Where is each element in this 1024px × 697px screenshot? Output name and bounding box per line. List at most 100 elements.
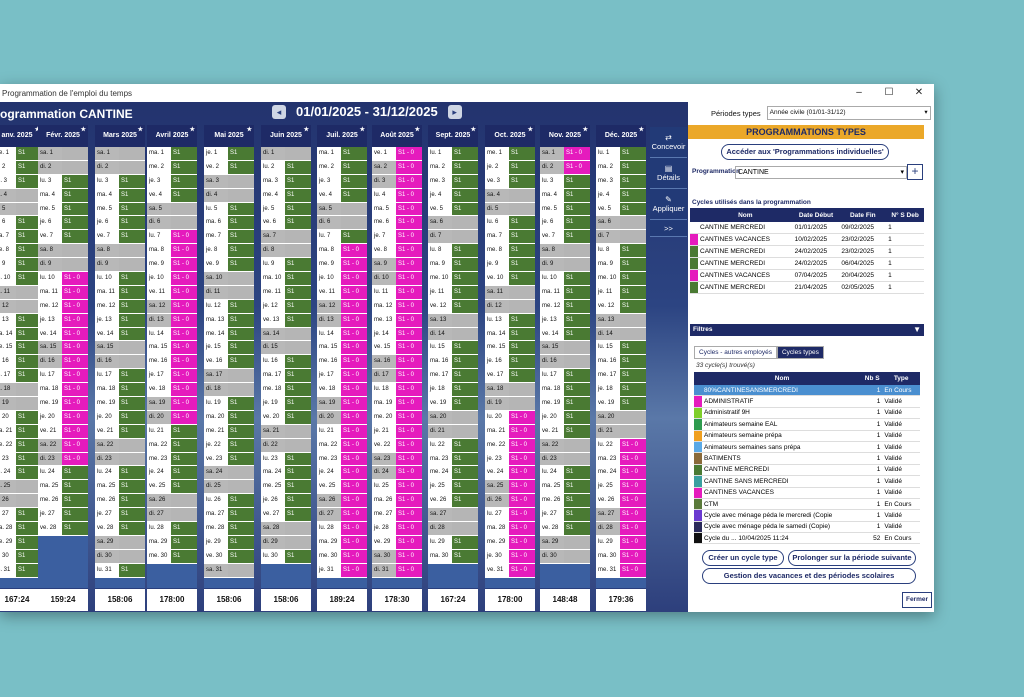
cycle-cell[interactable] [119,258,145,272]
day-row[interactable]: me. 2 S1 [317,160,367,175]
cycle-cell[interactable]: S1 [341,174,367,188]
day-row[interactable]: ma. 19 S1 - 0 [372,397,422,411]
day-row[interactable]: lu. 23 S1 [261,452,311,467]
day-row[interactable]: je. 27 S1 [38,508,88,523]
day-row[interactable]: me. 22 S1 - 0 [485,438,535,453]
cycle-cell[interactable]: S1 [564,327,590,341]
day-row[interactable]: je. 4 S1 [428,188,478,203]
day-row[interactable]: ma. 11 S1 - 0 [38,285,88,300]
day-row[interactable]: lu. 17 S1 [95,369,145,384]
cycle-cell[interactable] [119,160,145,174]
concevoir-button[interactable]: ⇄ Concevoir [650,127,687,158]
cycle-cell[interactable]: S1 [620,244,646,258]
table-row[interactable]: Animateurs semaine EAL 1 Validé [694,418,920,431]
prolonger-button[interactable]: Prolonger sur la période suivante [788,550,916,566]
cycle-cell[interactable]: S1 [452,341,478,355]
cycle-cell[interactable]: S1 [620,258,646,272]
cycle-cell[interactable] [452,216,478,230]
day-row[interactable]: sa. 8 [540,244,590,259]
cycle-cell[interactable] [452,508,478,522]
day-row[interactable]: sa. 27 S1 - 0 [596,508,646,523]
day-row[interactable]: di. 24 S1 - 0 [372,466,422,481]
day-row[interactable]: sa. 29 [95,535,145,550]
month-header[interactable]: Juil. 2025 ★ [317,125,367,147]
cycle-cell[interactable] [509,202,535,216]
day-row[interactable]: sa. 5 [317,202,367,217]
day-row[interactable]: je. 6 S1 [540,216,590,231]
cycle-cell[interactable] [16,383,42,397]
cycle-cell[interactable]: S1 - 0 [62,327,88,341]
day-row[interactable]: ma. 22 S1 [147,438,197,453]
cycle-cell[interactable] [228,174,254,188]
day-row[interactable]: ma. 4 S1 [95,188,145,203]
cycle-cell[interactable] [16,494,42,508]
day-row[interactable]: sa. 27 [428,508,478,523]
day-row[interactable]: je. 13 S1 [540,313,590,328]
cycle-cell[interactable]: S1 [509,313,535,327]
day-row[interactable]: di. 9 [95,258,145,273]
day-row[interactable]: sa. 29 [540,535,590,550]
cycle-cell[interactable]: S1 [285,285,311,299]
cycle-cell[interactable]: S1 [452,147,478,160]
cycle-cell[interactable] [620,230,646,244]
month-header[interactable]: Déc. 2025 ★ [596,125,646,147]
cycle-cell[interactable]: S1 - 0 [620,480,646,494]
cycle-cell[interactable]: S1 [16,327,42,341]
cycle-cell[interactable]: S1 - 0 [62,355,88,369]
table-row[interactable]: Cycle avec ménage péda le samedi (Copie)… [694,521,920,534]
col-fin[interactable]: Date Fin [839,208,887,222]
day-row[interactable]: me. 12 S1 [95,299,145,314]
day-row[interactable]: me. 29 S1 - 0 [485,535,535,550]
cycle-cell[interactable]: S1 - 0 [171,313,197,327]
cycle-cell[interactable] [62,147,88,160]
cycle-cell[interactable]: S1 - 0 [396,202,422,216]
cycle-cell[interactable] [171,202,197,216]
cycle-cell[interactable]: S1 [228,216,254,230]
day-row[interactable]: je. 30 S1 - 0 [485,549,535,564]
day-row[interactable]: ve. 5 S1 [596,202,646,217]
day-row[interactable]: lu. 18 S1 - 0 [372,383,422,398]
cycle-cell[interactable] [228,563,254,577]
cycle-cell[interactable]: S1 - 0 [396,383,422,397]
cycle-cell[interactable]: S1 [16,230,42,244]
cycle-cell[interactable]: S1 [341,230,367,244]
table-row[interactable]: CANTINES VACANCES 10/02/2025 23/02/2025 1 [690,233,924,246]
cycle-cell[interactable]: S1 - 0 [341,466,367,480]
day-row[interactable]: lu. 14 S1 - 0 [317,327,367,342]
cycle-cell[interactable]: S1 [119,174,145,188]
day-row[interactable]: ve. 31 S1 - 0 [485,563,535,578]
cycle-cell[interactable]: S1 [171,480,197,494]
day-row[interactable]: me. 5 S1 [540,202,590,217]
day-row[interactable]: di. 13 S1 - 0 [147,313,197,328]
cycle-cell[interactable]: S1 - 0 [396,549,422,563]
day-row[interactable]: me. 8S1 [0,244,42,259]
cycle-cell[interactable]: S1 [228,424,254,438]
cycle-cell[interactable]: S1 [452,202,478,216]
cycle-cell[interactable] [620,410,646,424]
cycle-cell[interactable] [452,410,478,424]
col-nb[interactable]: Nb S [862,372,883,385]
cycle-cell[interactable] [16,397,42,410]
day-row[interactable]: ve. 8 S1 - 0 [372,244,422,259]
cycle-cell[interactable]: S1 [620,272,646,285]
day-row[interactable]: sa. 26 S1 - 0 [317,494,367,509]
cycle-cell[interactable]: S1 [285,272,311,285]
cycle-cell[interactable] [171,494,197,508]
day-row[interactable]: di. 20 S1 - 0 [317,410,367,425]
day-row[interactable]: lu. 25 S1 - 0 [372,480,422,495]
day-row[interactable]: ma. 17 S1 [261,369,311,384]
cycle-cell[interactable] [452,424,478,438]
cycle-cell[interactable]: S1 - 0 [396,438,422,452]
day-row[interactable]: ve. 6 S1 [261,216,311,231]
cycle-cell[interactable]: S1 [62,466,88,480]
cycle-cell[interactable]: S1 [564,369,590,383]
cycle-cell[interactable]: S1 [620,299,646,313]
cycle-cell[interactable]: S1 [564,188,590,202]
day-row[interactable]: di. 14 [428,327,478,342]
day-row[interactable]: di. 9 [38,258,88,273]
day-row[interactable]: di. 15 [261,341,311,356]
cycle-cell[interactable]: S1 - 0 [396,410,422,424]
